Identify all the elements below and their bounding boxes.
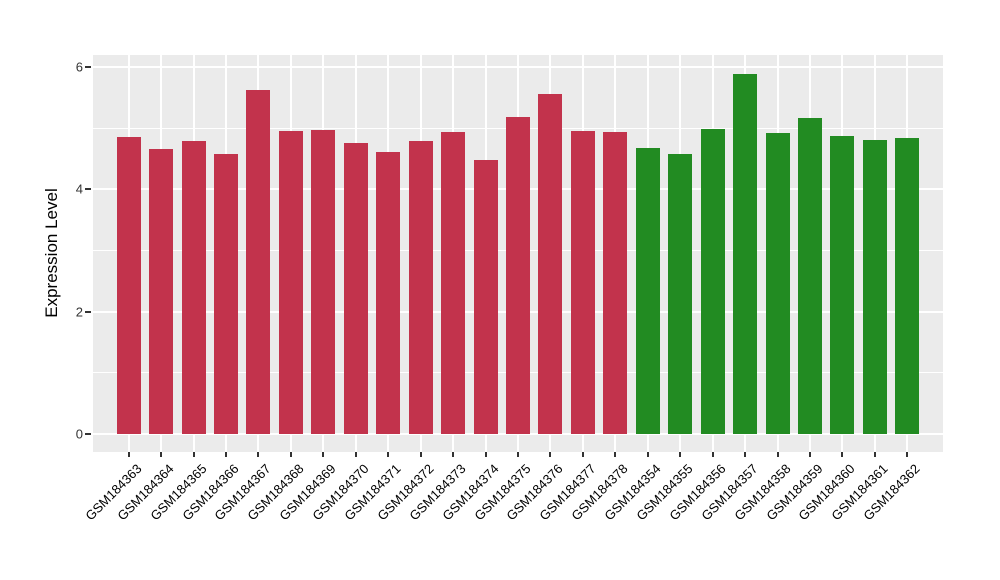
bar-GSM184361 — [862, 140, 887, 434]
y-tick-mark — [85, 188, 91, 191]
x-tick-mark — [808, 452, 811, 457]
bar-GSM184373 — [441, 131, 466, 434]
x-tick-mark — [517, 452, 519, 457]
bar-GSM184377 — [570, 131, 595, 434]
x-tick-mark — [322, 452, 325, 457]
bar-GSM184368 — [278, 131, 303, 434]
bar-GSM184356 — [700, 128, 725, 434]
bar-GSM184365 — [181, 141, 206, 434]
x-tick-mark — [160, 452, 163, 457]
bar-GSM184366 — [214, 153, 238, 434]
x-tick-mark — [776, 452, 779, 457]
x-tick-mark — [873, 452, 876, 457]
bar-GSM184359 — [797, 118, 822, 434]
x-tick-mark — [614, 452, 617, 457]
x-tick-mark — [192, 452, 195, 457]
bar-GSM184357 — [733, 74, 758, 434]
x-tick-mark — [484, 452, 487, 457]
bar-GSM184367 — [246, 90, 271, 434]
x-tick-mark — [906, 452, 909, 457]
bar-GSM184370 — [343, 143, 368, 434]
y-tick-mark — [85, 65, 91, 68]
x-tick-mark — [711, 452, 714, 457]
y-axis-title: Expression Level — [42, 188, 61, 318]
y-tick-mark — [85, 310, 91, 313]
x-tick-mark — [419, 452, 422, 457]
y-tick-label: 4 — [75, 181, 83, 197]
bar-GSM184369 — [311, 129, 336, 434]
plot-panel — [93, 55, 943, 452]
y-tick-mark — [85, 433, 91, 435]
x-tick-mark — [549, 452, 552, 457]
x-tick-mark — [354, 452, 357, 457]
bar-GSM184376 — [538, 94, 563, 434]
bar-GSM184375 — [506, 116, 530, 434]
bar-GSM184372 — [408, 141, 433, 434]
y-tick-label: 2 — [75, 304, 83, 320]
bar-GSM184360 — [830, 135, 855, 434]
x-tick-mark — [581, 452, 584, 457]
x-tick-mark — [646, 452, 649, 457]
x-tick-mark — [841, 452, 844, 457]
y-tick-label: 0 — [75, 426, 83, 442]
x-tick-mark — [225, 452, 227, 457]
bar-GSM184354 — [635, 147, 660, 434]
bar-GSM184364 — [149, 149, 174, 434]
x-tick-mark — [387, 452, 390, 457]
bar-GSM184363 — [116, 137, 141, 434]
x-tick-mark — [452, 452, 455, 457]
x-tick-mark — [257, 452, 260, 457]
bar-GSM184355 — [668, 153, 693, 434]
x-tick-mark — [127, 452, 130, 457]
bar-GSM184378 — [603, 131, 628, 434]
bar-GSM184374 — [473, 159, 498, 434]
bar-GSM184371 — [376, 152, 401, 434]
x-tick-mark — [679, 452, 682, 457]
x-tick-mark — [744, 452, 747, 457]
x-tick-mark — [289, 452, 292, 457]
bar-GSM184358 — [765, 132, 790, 434]
y-tick-label: 6 — [75, 59, 83, 75]
bar-GSM184362 — [895, 138, 920, 434]
